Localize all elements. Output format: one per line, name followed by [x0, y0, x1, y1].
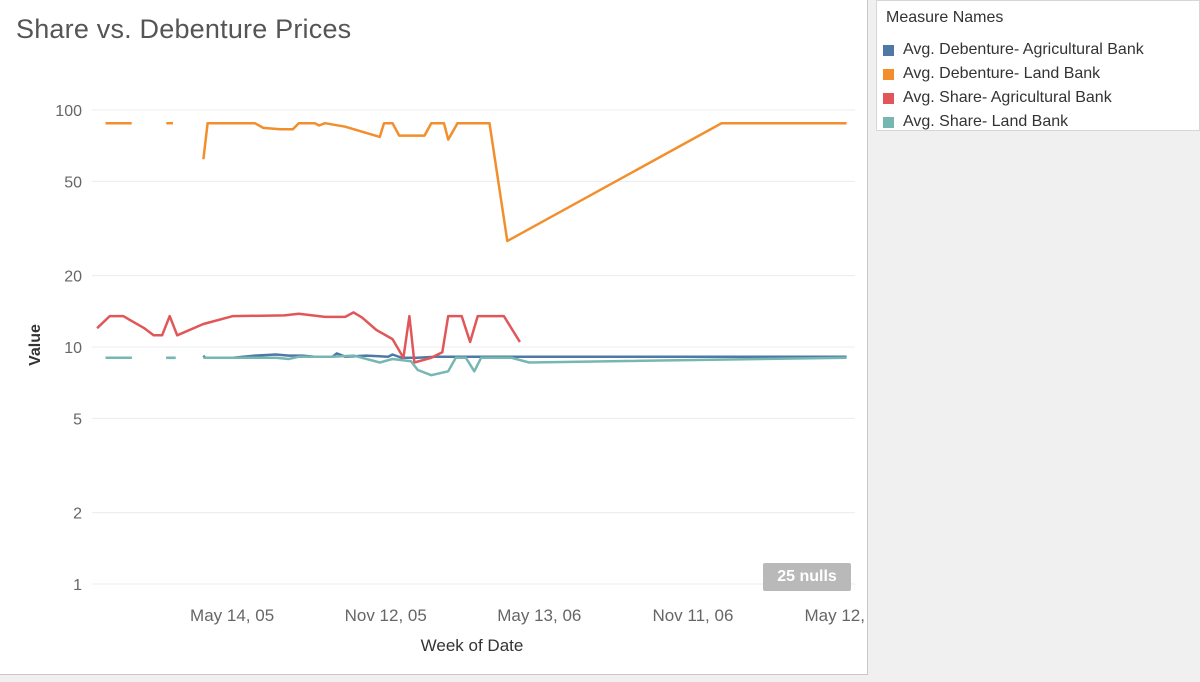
- legend-item-label: Avg. Share- Land Bank: [903, 113, 1069, 130]
- axes: 1 2 5 10 20 50 100 May 14, 05 Nov 12, 05 May 13, …: [55, 103, 867, 625]
- x-tick-label: Nov 11, 06: [652, 606, 733, 625]
- legend-swatch-icon: [883, 92, 894, 104]
- x-tick-label: May 12, 07: [805, 606, 867, 625]
- legend-item-label: Avg. Debenture- Land Bank: [903, 65, 1101, 82]
- y-tick-label: 20: [64, 269, 82, 286]
- y-tick-label: 2: [73, 506, 82, 523]
- grid-lines: [92, 109, 855, 585]
- legend-swatch-icon: [883, 44, 894, 56]
- y-tick-label: 10: [64, 340, 82, 357]
- legend-item-label: Avg. Share- Agricultural Bank: [903, 89, 1112, 106]
- x-tick-label: May 13, 06: [497, 606, 581, 625]
- y-tick-label: 5: [73, 411, 82, 428]
- nulls-indicator[interactable]: 25 nulls: [763, 563, 851, 591]
- y-tick-label: 1: [73, 577, 82, 594]
- y-tick-label: 50: [64, 174, 82, 191]
- legend-item-debenture-land-bank[interactable]: Avg. Debenture- Land Bank: [883, 63, 1100, 85]
- legend-item-share-agricultural-bank[interactable]: Avg. Share- Agricultural Bank: [883, 87, 1112, 109]
- x-tick-label: May 14, 05: [190, 606, 274, 625]
- chart-title: Share vs. Debenture Prices: [16, 14, 352, 44]
- chart-panel: Share vs. Debenture Prices 1 2 5 10 20 50 100 M…: [0, 0, 868, 675]
- line-chart: 1 2 5 10 20 50 100 May 14, 05 Nov 12, 05 May 13, …: [27, 103, 867, 655]
- legend-title: Measure Names: [886, 9, 1004, 26]
- legend-item-label: Avg. Debenture- Agricultural Bank: [903, 41, 1144, 58]
- y-axis-label: Value: [27, 324, 44, 366]
- legend-swatch-icon: [883, 68, 894, 80]
- legend: Measure Names Avg. Debenture- Agricultur…: [876, 0, 1200, 131]
- series-lines: [96, 121, 847, 377]
- legend-item-debenture-agricultural-bank[interactable]: Avg. Debenture- Agricultural Bank: [883, 39, 1144, 61]
- y-tick-label: 100: [55, 103, 82, 120]
- x-axis-label: Week of Date: [421, 636, 524, 655]
- series-line[interactable]: [96, 311, 521, 364]
- series-line[interactable]: [203, 354, 847, 377]
- series-line[interactable]: [202, 121, 847, 243]
- x-tick-label: Nov 12, 05: [345, 606, 427, 625]
- legend-item-share-land-bank[interactable]: Avg. Share- Land Bank: [883, 111, 1068, 133]
- legend-swatch-icon: [883, 116, 894, 128]
